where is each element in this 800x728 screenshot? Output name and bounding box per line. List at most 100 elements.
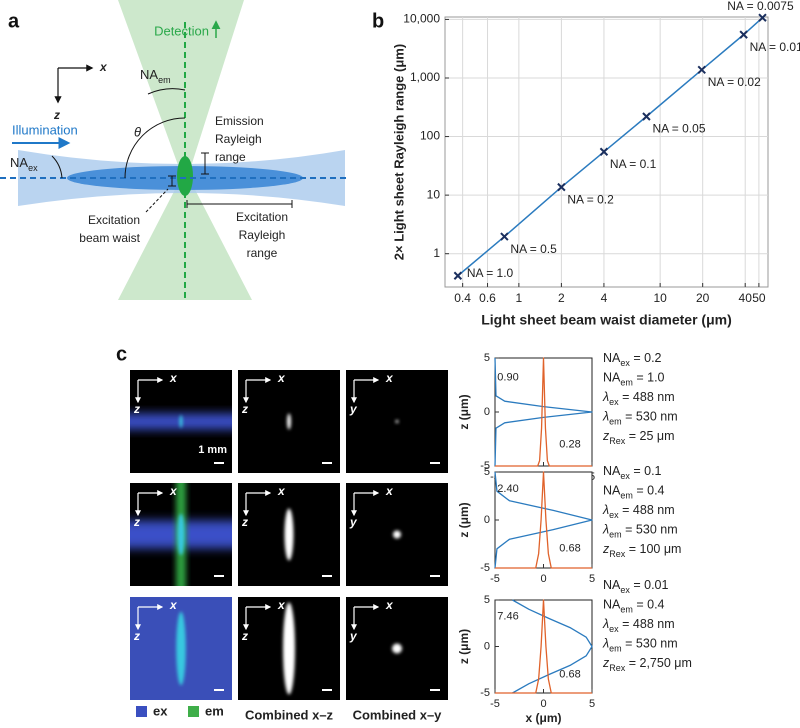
point-label: NA = 0.05 (652, 122, 705, 136)
detection-cone (118, 0, 252, 300)
point-marker (697, 65, 706, 75)
overlap-spot (176, 611, 186, 686)
y-axis-title: z (μm) (457, 629, 471, 664)
excitation-range-bar (186, 200, 293, 208)
annotation: 0.68 (559, 668, 580, 680)
x-tick-label: -5 (490, 573, 500, 585)
y-tick-label: 10 (427, 187, 441, 201)
tile-axis-label: y (349, 515, 358, 529)
y-tick-label: 0 (484, 406, 490, 418)
tile-axis-label: x (385, 484, 394, 498)
tile-axis-label: x (169, 371, 178, 385)
parameter: NAex = 0.2 (603, 351, 662, 368)
x-tick-label: 50 (752, 291, 766, 305)
y-tick-label: 100 (420, 129, 440, 143)
point-marker (758, 13, 767, 22)
psf-xz (283, 602, 295, 695)
na-em-arc (147, 88, 186, 95)
subscript: Rex (609, 436, 626, 446)
symbol: NA (603, 484, 621, 498)
point-label: NA = 0.01 (750, 40, 800, 54)
subscript: ex (609, 397, 619, 407)
psf-xy (393, 530, 401, 539)
symbol: NA (140, 67, 158, 82)
value-text: = 488 nm (619, 503, 675, 517)
chart: 0.4 0.6 1 2 4 10 20 40 50 1 10 100 1,000 10,000 2× Lig… (372, 0, 800, 328)
y-tick-label: 1 (433, 246, 440, 260)
psf-xz (284, 508, 294, 561)
x-tick-label: 5 (589, 698, 595, 710)
excitation-range-label: range (247, 246, 278, 260)
x-tick-label: 5 (589, 573, 595, 585)
point-label: NA = 0.0075 (727, 0, 794, 13)
value-text: = 530 nm (622, 637, 678, 651)
series-line (495, 471, 592, 569)
parameter: NAex = 0.01 (603, 578, 669, 595)
symbol: z (602, 429, 610, 443)
parameter: NAex = 0.1 (603, 464, 662, 481)
tile-axis-label: z (241, 515, 248, 529)
value-text: = 0.1 (630, 464, 662, 478)
subscript: Rex (609, 549, 626, 559)
x-tick-label: -5 (490, 698, 500, 710)
point-label: NA = 1.0 (467, 266, 514, 280)
annotation: 0.68 (559, 543, 580, 555)
symbol: λ (602, 523, 609, 537)
symbol: λ (602, 503, 609, 517)
subscript: Rex (609, 663, 626, 673)
series-line (494, 357, 593, 467)
subscript: em (609, 530, 622, 540)
panel-a: a Detection x z NAem θ Illumination NAex… (0, 0, 348, 300)
value-text: = 530 nm (622, 410, 678, 424)
image-tile: xz (238, 597, 340, 700)
image-tile: xy (346, 597, 448, 700)
symbol: NA (603, 371, 621, 385)
na-ex-label: NAex (10, 155, 38, 173)
point-marker (453, 271, 463, 280)
point-label: NA = 0.1 (610, 157, 657, 171)
value-text: = 0.01 (630, 578, 669, 592)
point-marker (500, 232, 509, 241)
beam-waist-label: Excitation (88, 213, 140, 227)
annotation-lines: Emission Rayleigh range Excitation beam wais… (79, 114, 288, 260)
series-line (495, 599, 592, 694)
x-tick-label: 0.4 (454, 291, 471, 305)
parameter: λem = 530 nm (602, 410, 678, 427)
value-text: = 0.4 (633, 484, 665, 498)
legend-swatch (136, 706, 147, 717)
na-ex-arc (51, 155, 63, 179)
subscript: ex (620, 585, 630, 595)
psf-xz (287, 413, 291, 430)
image-tile: xz (238, 370, 340, 473)
point-label: NA = 0.5 (510, 242, 557, 256)
emission-range-label: Rayleigh (215, 132, 262, 146)
detection-label: Detection (154, 23, 209, 38)
y-tick-label: 5 (484, 352, 490, 364)
point-label: NA = 0.02 (708, 75, 761, 89)
point-marker (557, 182, 566, 192)
y-tick-label: -5 (480, 460, 490, 472)
subscript: em (609, 417, 622, 427)
legend-label: em (205, 703, 224, 718)
x-tick-label: 0 (540, 698, 546, 710)
parameter: λex = 488 nm (602, 390, 675, 407)
y-axis-title: z (μm) (457, 394, 471, 429)
annotation: 0.28 (559, 438, 580, 450)
symbol: NA (10, 155, 28, 170)
parameter: λem = 530 nm (602, 523, 678, 540)
tile-axis-label: z (133, 629, 140, 643)
annotation: 2.40 (497, 483, 518, 495)
image-tile: xy (346, 370, 448, 473)
x-tick-label: 0.6 (479, 291, 496, 305)
theta-arc (124, 117, 186, 179)
annotation: 0.90 (497, 371, 518, 383)
value-text: = 1.0 (633, 371, 665, 385)
column-title: Combined x–y (353, 707, 443, 722)
x-tick-label: 4 (601, 291, 608, 305)
y-tick-label: -5 (480, 687, 490, 699)
parameter: zRex = 25 μm (602, 429, 675, 446)
beam-waist-label: beam waist (79, 231, 140, 245)
tile-axis-label: z (241, 402, 248, 416)
point-marker (739, 30, 748, 39)
